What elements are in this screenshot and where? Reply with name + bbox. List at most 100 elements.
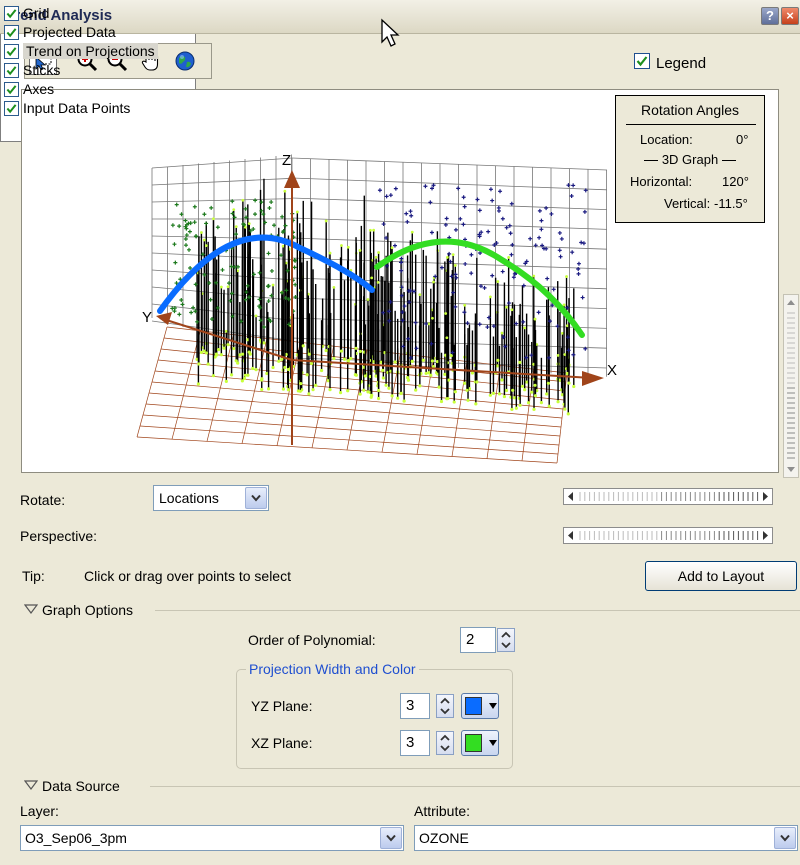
rotate-dropdown-button[interactable] (245, 487, 267, 509)
title-bar[interactable]: Trend Analysis ? × (0, 0, 800, 34)
trend-3d-plot[interactable]: Z X Y (22, 90, 780, 474)
vertical-label: Vertical: (664, 196, 711, 211)
graph-option-item[interactable]: Trend on Projections (4, 42, 158, 60)
location-value: 0° (736, 132, 749, 147)
tip-text: Click or drag over points to select (84, 568, 291, 584)
checkmark-icon (636, 56, 648, 67)
axes (156, 170, 604, 445)
xz-width-input[interactable]: 3 (400, 730, 430, 756)
layer-dropdown[interactable]: O3_Sep06_3pm (20, 825, 404, 851)
attribute-dropdown[interactable]: OZONE (414, 825, 798, 851)
graph-option-item[interactable]: Sticks (4, 61, 60, 79)
slider-left-arrow-icon (568, 531, 573, 540)
yz-trend-curve (157, 234, 375, 314)
layer-dropdown-button[interactable] (380, 827, 402, 849)
yz-color-swatch (465, 697, 482, 715)
slider-right-arrow-icon (763, 492, 768, 501)
attribute-value: OZONE (419, 830, 469, 846)
checkmark-icon (6, 65, 17, 75)
rotate-dropdown[interactable]: Locations (153, 485, 269, 511)
checkmark-icon (6, 27, 17, 37)
z-axis-arrow (284, 170, 300, 188)
globe-icon (175, 51, 195, 71)
chevron-down-icon (251, 494, 261, 502)
y-axis-label: Y (142, 309, 152, 326)
add-to-layout-button[interactable]: Add to Layout (645, 561, 797, 591)
xz-color-button[interactable] (461, 730, 499, 756)
z-axis-label: Z (282, 152, 291, 169)
graph-section-label: 3D Graph (661, 152, 719, 167)
order-spinner[interactable] (497, 628, 515, 652)
graph-options-header[interactable]: Graph Options (42, 602, 134, 618)
graph-option-checkbox[interactable] (4, 100, 19, 116)
yz-color-button[interactable] (461, 693, 499, 719)
graph-option-item[interactable]: Projected Data (4, 23, 116, 41)
order-of-polynomial-input[interactable]: 2 (460, 627, 496, 653)
chevron-down-icon (386, 834, 396, 842)
attribute-label: Attribute: (414, 803, 471, 819)
graph-option-item[interactable]: Axes (4, 80, 54, 98)
slider-ticks (579, 531, 759, 540)
graph-option-checkbox[interactable] (4, 43, 19, 59)
help-button[interactable]: ? (761, 7, 779, 25)
graph-option-checkbox[interactable] (4, 81, 19, 97)
trend-on-projections (157, 234, 585, 338)
vertical-rotation-slider[interactable] (783, 294, 799, 478)
spinner-arrows-icon (440, 734, 450, 752)
x-axis-line (291, 359, 593, 379)
location-label: Location: (640, 132, 693, 147)
vertical-slider-track (787, 300, 795, 472)
order-of-polynomial-label: Order of Polynomial: (248, 632, 376, 648)
slider-left-arrow-icon (568, 492, 573, 501)
spinner-arrows-icon (440, 697, 450, 715)
xz-color-swatch (465, 734, 482, 752)
legend-checkbox[interactable] (634, 53, 650, 69)
graph-option-checkbox[interactable] (4, 62, 19, 78)
horizontal-label: Horizontal: (630, 174, 693, 189)
projected-data (170, 183, 588, 360)
sticks (195, 178, 576, 416)
perspective-slider[interactable] (563, 527, 773, 544)
vertical-value: -11.5° (714, 196, 748, 211)
y-axis-line (159, 317, 293, 361)
chevron-down-icon (780, 834, 790, 842)
rotation-angles-legend: Rotation Angles Location: 0° 3D Graph Ho… (615, 95, 765, 223)
graph-option-label: Grid (23, 5, 50, 21)
close-button[interactable]: × (781, 7, 799, 25)
yz-plane-label: YZ Plane: (251, 698, 313, 714)
layer-value: O3_Sep06_3pm (25, 830, 127, 846)
collapse-triangle-icon[interactable] (24, 780, 38, 790)
slider-ticks (579, 492, 759, 501)
graph-option-item[interactable]: Input Data Points (4, 99, 130, 117)
mouse-cursor-icon (381, 18, 400, 47)
graph-option-label: Input Data Points (23, 100, 131, 116)
x-axis-label: X (607, 362, 617, 379)
horizontal-value: 120° (722, 174, 749, 189)
yz-width-spinner[interactable] (436, 694, 454, 718)
graph-option-item[interactable]: Grid (4, 4, 49, 22)
data-source-header[interactable]: Data Source (42, 778, 120, 794)
graph-section-row: 3D Graph (616, 152, 764, 167)
xz-width-spinner[interactable] (436, 731, 454, 755)
checkmark-icon (6, 46, 17, 56)
checkmark-icon (6, 103, 17, 113)
yz-width-input[interactable]: 3 (400, 693, 430, 719)
perspective-label: Perspective: (20, 528, 98, 544)
collapse-triangle-icon[interactable] (24, 604, 38, 614)
graph-option-checkbox[interactable] (4, 24, 19, 40)
graph-option-checkbox[interactable] (4, 5, 19, 21)
xz-plane-label: XZ Plane: (251, 735, 313, 751)
attribute-dropdown-button[interactable] (774, 827, 796, 849)
spinner-arrows-icon (501, 631, 511, 649)
graph-option-label: Axes (23, 81, 55, 97)
xz-trend-curve (374, 238, 585, 338)
y-axis-arrow (156, 312, 172, 325)
full-extent-button[interactable] (171, 47, 199, 75)
x-axis-arrow (582, 371, 604, 386)
slider-right-arrow-icon (763, 531, 768, 540)
projection-group-title: Projection Width and Color (246, 661, 419, 677)
tip-label: Tip: (22, 568, 45, 584)
caret-down-icon (489, 740, 497, 746)
horizontal-rotation-slider[interactable] (563, 488, 773, 505)
rotate-value: Locations (159, 490, 219, 506)
